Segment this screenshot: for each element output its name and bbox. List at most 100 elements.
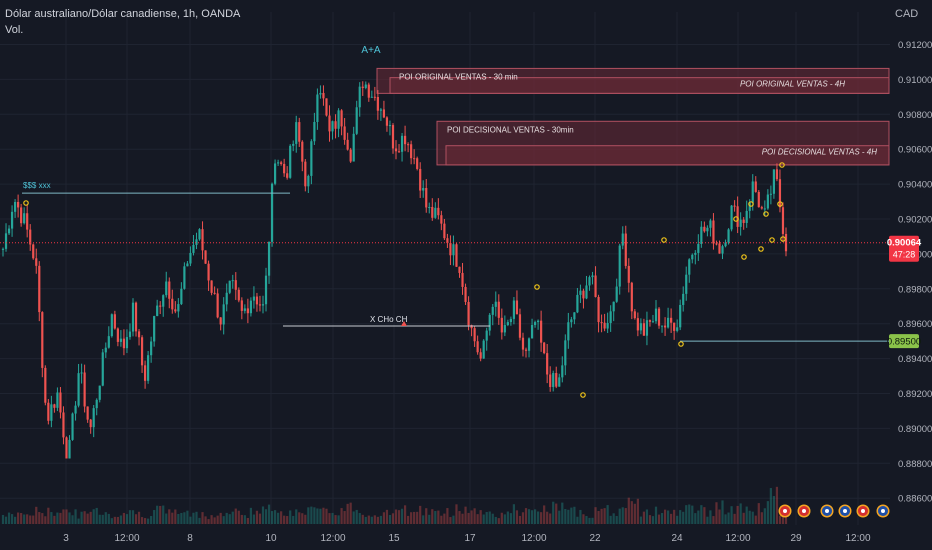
x-tick-label: 3 bbox=[63, 533, 69, 544]
volume-bar bbox=[113, 516, 116, 524]
volume-bar bbox=[26, 514, 29, 524]
candle-body bbox=[122, 338, 126, 349]
volume-bar bbox=[322, 507, 325, 524]
candle-body bbox=[92, 408, 95, 428]
volume-bar bbox=[125, 514, 129, 524]
volume-bars bbox=[1, 486, 788, 524]
candle-body bbox=[192, 244, 195, 253]
candle-body bbox=[59, 392, 62, 413]
volume-bar bbox=[264, 509, 268, 524]
volume-bar bbox=[697, 510, 700, 524]
volume-bar bbox=[53, 515, 56, 524]
candle-body bbox=[582, 290, 585, 299]
volume-bar bbox=[370, 516, 373, 524]
candle-body bbox=[685, 274, 688, 294]
volume-bar bbox=[742, 512, 745, 524]
volume-bar bbox=[703, 507, 706, 524]
candle-body bbox=[549, 374, 552, 387]
candle-body bbox=[763, 208, 766, 210]
candle-body bbox=[56, 392, 59, 408]
candle-body bbox=[458, 266, 461, 273]
volume-indicator-label[interactable]: Vol. bbox=[5, 24, 24, 36]
candle-body bbox=[168, 281, 171, 299]
candle-body bbox=[533, 322, 537, 326]
volume-bar bbox=[612, 513, 615, 524]
candle-body bbox=[573, 312, 576, 320]
volume-bar bbox=[258, 513, 262, 524]
x-tick-label: 29 bbox=[790, 533, 802, 544]
volume-bar bbox=[470, 510, 473, 524]
candle-body bbox=[337, 110, 340, 129]
volume-bar bbox=[219, 512, 222, 524]
candle-body bbox=[68, 439, 71, 459]
volume-bar bbox=[385, 509, 389, 524]
candle-body bbox=[35, 258, 38, 266]
symbol-title[interactable]: Dólar australiano/Dólar canadiense, 1h, … bbox=[5, 8, 241, 20]
volume-bar bbox=[666, 510, 670, 524]
candle-body bbox=[370, 96, 373, 98]
volume-bar bbox=[343, 511, 346, 524]
volume-bar bbox=[222, 516, 225, 524]
candle-body bbox=[325, 98, 328, 116]
candle-body bbox=[775, 169, 779, 180]
candle-body bbox=[482, 340, 485, 359]
candle-body bbox=[367, 84, 370, 98]
candle-body bbox=[561, 365, 564, 378]
candle-body bbox=[612, 301, 615, 312]
candle-body bbox=[165, 281, 168, 296]
volume-bar bbox=[80, 511, 83, 524]
volume-bar bbox=[724, 514, 727, 524]
candle-body bbox=[642, 323, 646, 336]
volume-bar bbox=[174, 509, 177, 524]
volume-bar bbox=[110, 518, 113, 524]
candle-body bbox=[264, 275, 268, 305]
volume-bar bbox=[304, 514, 307, 524]
volume-bar bbox=[180, 512, 183, 524]
candle-body bbox=[461, 272, 464, 287]
candle-body bbox=[95, 399, 98, 409]
candle-body bbox=[7, 228, 11, 234]
candle-body bbox=[331, 121, 334, 132]
volume-bar bbox=[464, 506, 467, 524]
volume-bar bbox=[570, 507, 573, 524]
volume-bar bbox=[627, 497, 630, 524]
candle-body bbox=[440, 215, 443, 224]
volume-bar bbox=[506, 511, 509, 524]
volume-bar bbox=[20, 512, 23, 524]
volume-bar bbox=[204, 516, 207, 524]
volume-bar bbox=[491, 513, 494, 524]
volume-bar bbox=[682, 511, 685, 524]
volume-bar bbox=[367, 515, 370, 524]
candle-body bbox=[189, 252, 192, 264]
volume-bar bbox=[524, 508, 528, 524]
candle-body bbox=[579, 290, 582, 295]
candle-body bbox=[249, 300, 252, 314]
candle-body bbox=[639, 323, 642, 331]
volume-bar bbox=[452, 515, 455, 524]
candle-body bbox=[555, 373, 558, 387]
candle-body bbox=[422, 187, 425, 191]
candle-body bbox=[225, 292, 228, 305]
volume-bar bbox=[736, 505, 739, 524]
volume-bar bbox=[207, 519, 210, 524]
candle-body bbox=[153, 316, 156, 342]
candle-body bbox=[334, 121, 337, 129]
volume-bar bbox=[41, 513, 44, 524]
volume-bar bbox=[760, 512, 763, 524]
volume-bar bbox=[537, 511, 540, 524]
candle-body bbox=[313, 121, 316, 142]
candle-body bbox=[606, 323, 609, 329]
candle-body bbox=[358, 86, 361, 108]
swing-marker bbox=[748, 201, 754, 207]
candle-body bbox=[666, 317, 670, 328]
volume-bar bbox=[140, 517, 144, 524]
event-flag-icon bbox=[825, 509, 829, 513]
volume-bar bbox=[56, 512, 59, 524]
volume-bar bbox=[745, 506, 748, 524]
level-price-value: 0.89500 bbox=[887, 337, 921, 348]
candle-body bbox=[13, 201, 17, 212]
candle-body bbox=[479, 352, 482, 359]
candle-body bbox=[503, 325, 506, 333]
